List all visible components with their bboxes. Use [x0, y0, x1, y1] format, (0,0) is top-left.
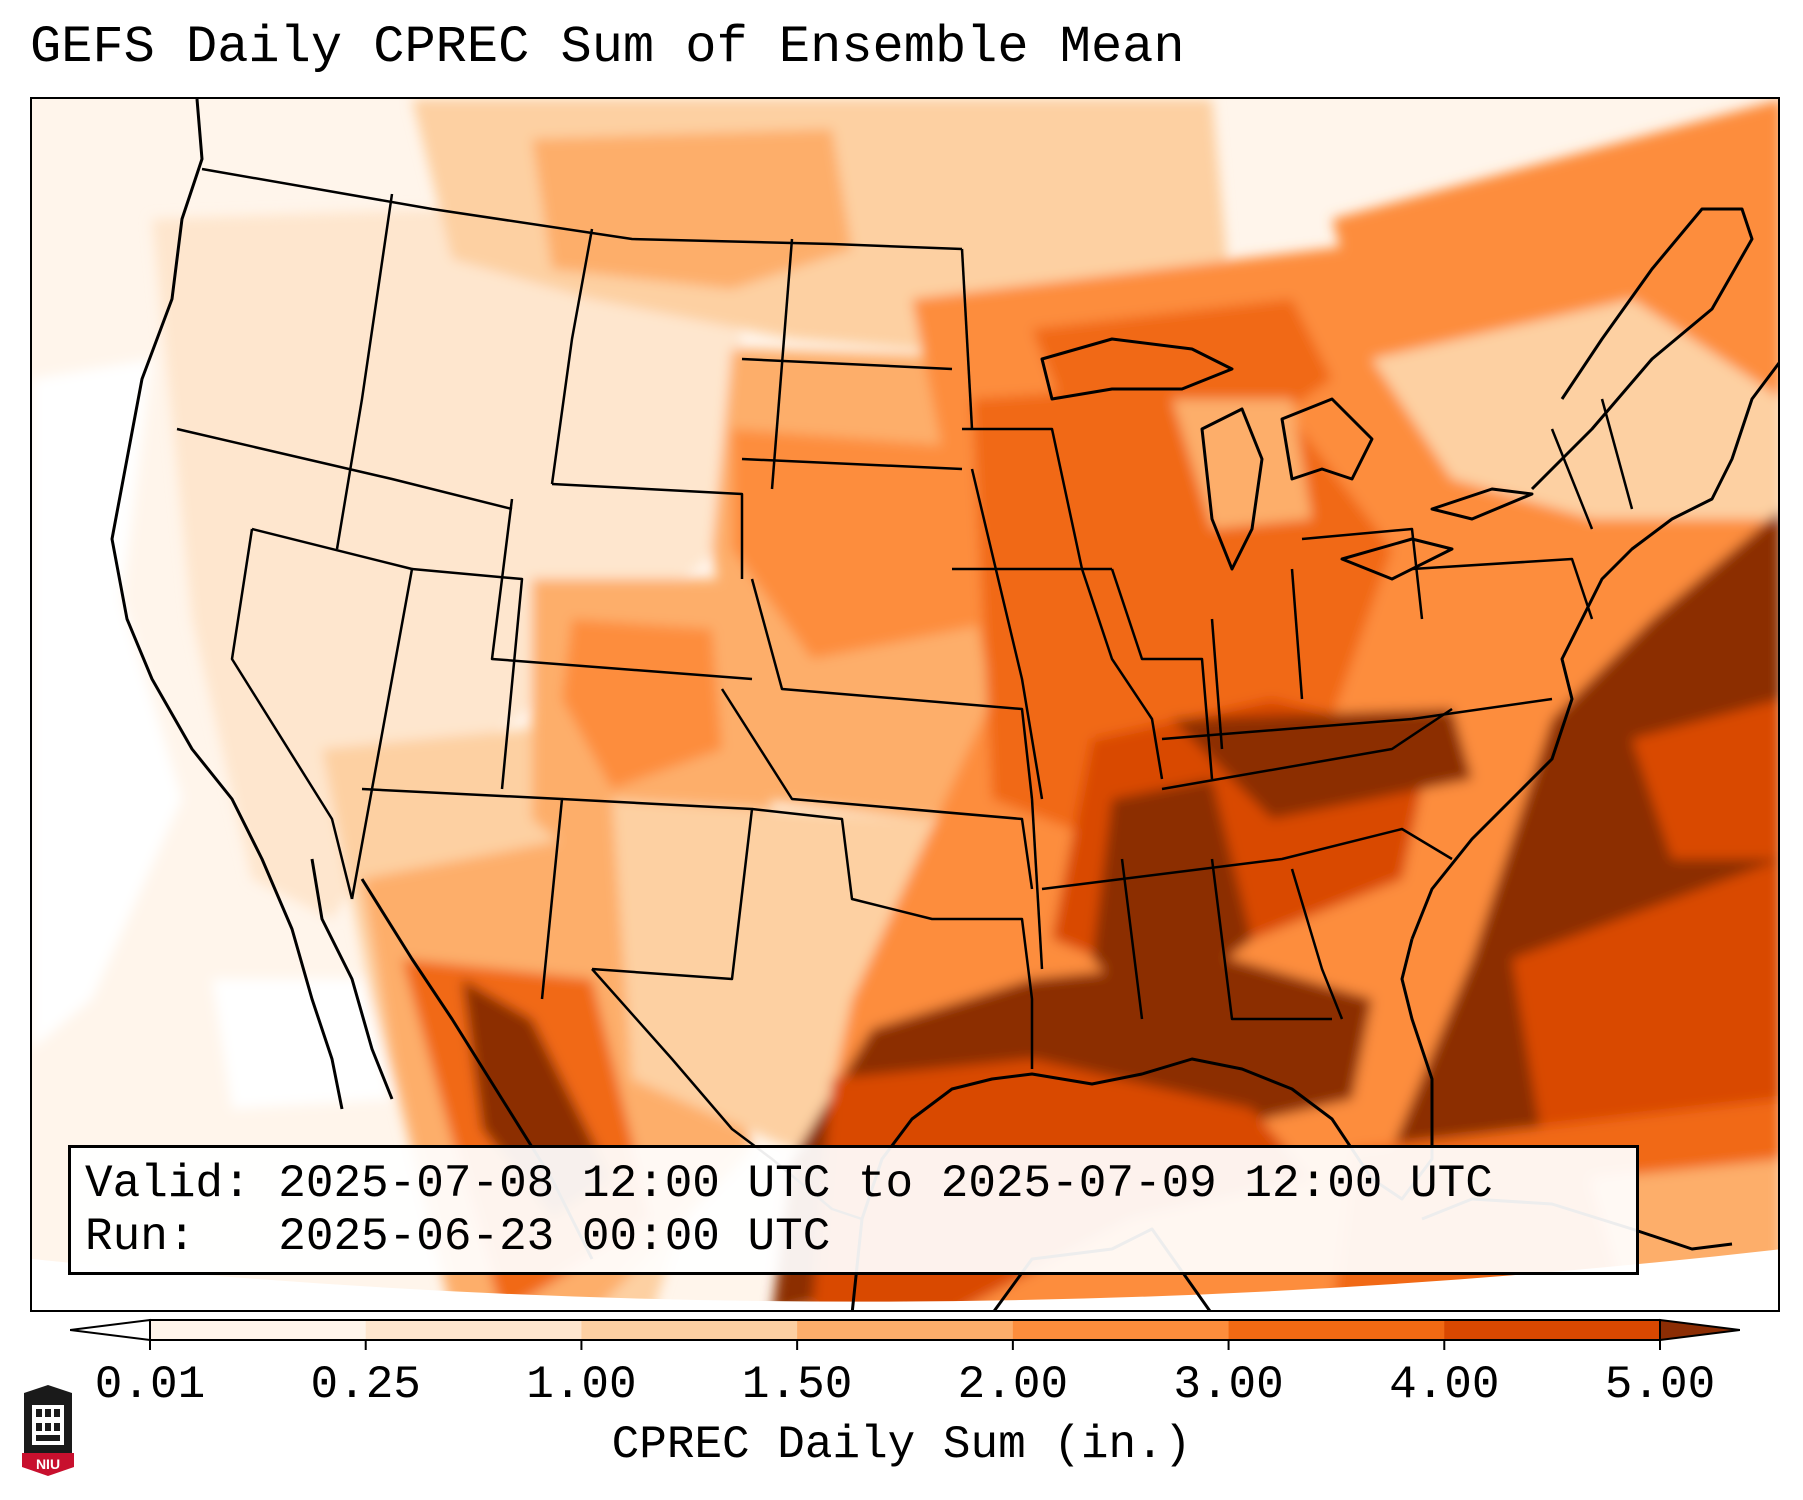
- logo-text: NIU: [36, 1456, 60, 1472]
- projection-edge: [32, 1249, 1778, 1310]
- colorbar: [70, 1318, 1740, 1350]
- colorbar-tick-label: 1.00: [526, 1359, 637, 1411]
- map-panel[interactable]: [30, 97, 1780, 1312]
- state-borders: [176, 167, 1634, 1221]
- valid-run-info-box: Valid: 2025-07-08 12:00 UTC to 2025-07-0…: [68, 1145, 1639, 1275]
- colorbar-over-arrow: [1659, 1318, 1740, 1342]
- colorbar-ticks: [149, 1340, 1661, 1350]
- university-shield-icon: NIU: [22, 1385, 74, 1476]
- run-time-text: Run: 2025-06-23 00:00 UTC: [85, 1211, 831, 1263]
- colorbar-tick-label: 1.50: [741, 1359, 853, 1411]
- colorbar-segment: [365, 1320, 582, 1340]
- colorbar-segment: [1444, 1320, 1661, 1340]
- colorbar-segment: [1012, 1320, 1230, 1340]
- colorbar-segments: [149, 1319, 1661, 1341]
- colorbar-under-arrow: [70, 1318, 151, 1342]
- colorbar-tick-label: 4.00: [1389, 1359, 1500, 1411]
- precip-map-svg: [32, 99, 1778, 1310]
- colorbar-segment: [150, 1320, 367, 1340]
- colorbar-tick-label: 0.01: [94, 1359, 206, 1411]
- colorbar-segment: [581, 1320, 798, 1340]
- colorbar-tick-label: 5.00: [1604, 1359, 1716, 1411]
- colorbar-segment: [797, 1320, 1014, 1340]
- colorbar-tick-label: 3.00: [1173, 1359, 1284, 1411]
- colorbar-segment: [1228, 1320, 1445, 1340]
- map-title: GEFS Daily CPREC Sum of Ensemble Mean: [30, 18, 1185, 77]
- colorbar-tick-label: 2.00: [957, 1359, 1069, 1411]
- valid-time-text: Valid: 2025-07-08 12:00 UTC to 2025-07-0…: [85, 1158, 1493, 1210]
- colorbar-tick-label: 0.25: [310, 1359, 421, 1411]
- colorbar-label: CPREC Daily Sum (in.): [611, 1419, 1192, 1471]
